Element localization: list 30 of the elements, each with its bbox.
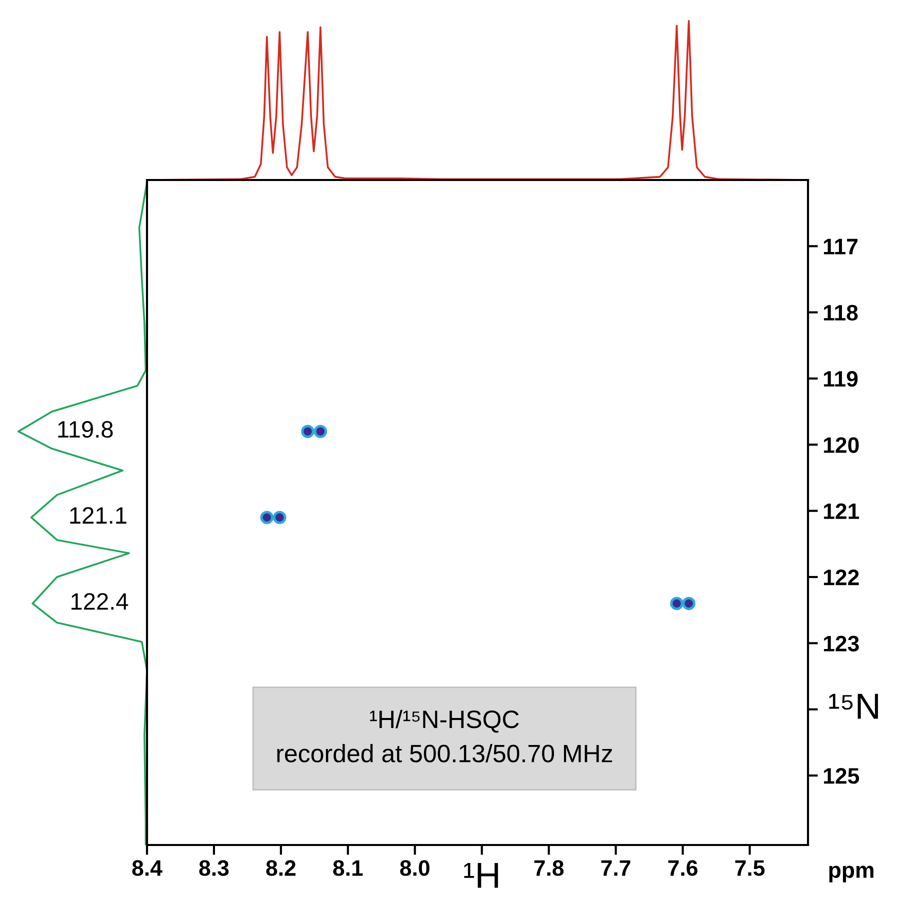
y-tick-label: 119 — [824, 371, 858, 387]
point — [301, 424, 314, 438]
point — [670, 596, 684, 610]
y-axis-title: ¹⁵N — [829, 694, 878, 719]
y-tick-label: 122 — [824, 570, 859, 586]
x-tick-label: 8.3 — [199, 860, 229, 876]
x-tick-label: 8.0 — [400, 860, 430, 876]
annotation: ¹H/¹⁵N-HSQC recorded at 500.13/50.70 MHz — [277, 710, 612, 762]
x-tick-label: 8.2 — [266, 860, 296, 876]
y-tick-label: 123 — [824, 636, 859, 652]
point — [314, 424, 328, 438]
point — [682, 596, 696, 610]
x-axis-title: ¹H — [464, 862, 498, 888]
point — [272, 510, 286, 524]
x-tick-label: 7.8 — [534, 860, 564, 876]
y-tick-label: 121 — [824, 503, 860, 519]
annotation: 121.1 — [70, 507, 126, 524]
point — [260, 510, 274, 524]
y-tick-label: 125 — [824, 768, 860, 784]
x-tick-label: 7.5 — [735, 860, 765, 876]
x-tick-label: 8.1 — [333, 860, 363, 876]
annotation: 122.4 — [72, 593, 128, 610]
y-tick-label: 118 — [824, 304, 858, 321]
y-tick-label: 120 — [824, 437, 859, 453]
x-tick-label: 7.6 — [668, 860, 698, 876]
text: ppm — [829, 866, 874, 882]
y-tick-label: 117 — [824, 238, 858, 254]
annotation: 119.8 — [58, 421, 113, 438]
x-tick-label: 7.7 — [601, 860, 630, 876]
x-tick-label: 8.4 — [132, 860, 162, 876]
